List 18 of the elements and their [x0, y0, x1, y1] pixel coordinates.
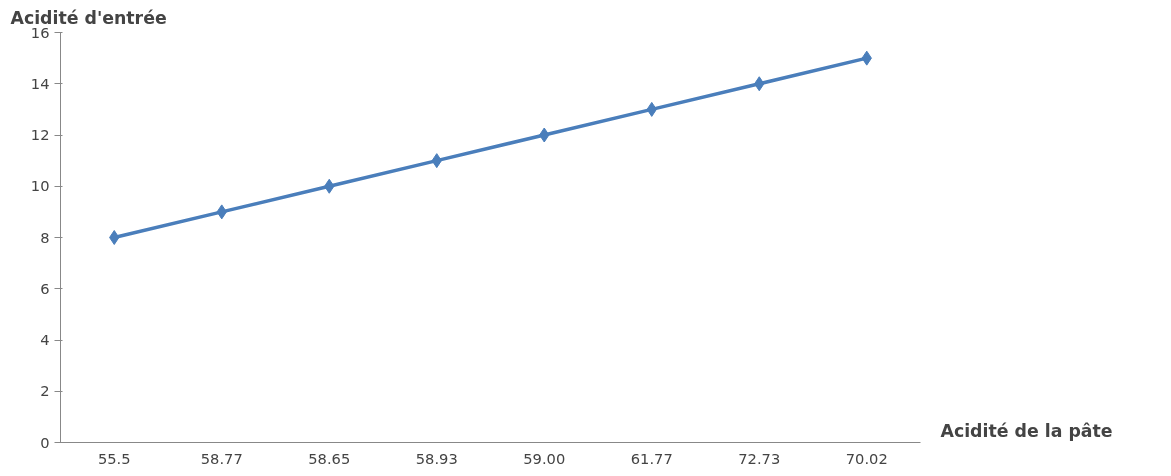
- y-tick-label: 6: [40, 279, 50, 297]
- x-tick-label: 59.00: [523, 449, 566, 467]
- x-tick-label: 61.77: [630, 449, 673, 467]
- x-axis-title: Acidité de la pâte: [940, 420, 1113, 441]
- x-tick-label: 72.73: [738, 449, 781, 467]
- y-tick-label: 10: [30, 177, 50, 195]
- y-tick-label: 8: [40, 228, 50, 246]
- y-tick-label: 2: [40, 382, 50, 400]
- y-tick-label: 14: [30, 74, 50, 92]
- y-tick-label: 12: [30, 126, 50, 143]
- y-tick-label: 4: [40, 331, 50, 348]
- y-tick-label: 0: [40, 433, 50, 451]
- x-tick-label: 58.77: [200, 449, 243, 467]
- x-tick-label: 58.93: [415, 449, 458, 467]
- x-tick-label: 58.65: [308, 449, 351, 467]
- point: [109, 230, 120, 245]
- x-tick-label: 70.02: [845, 449, 888, 467]
- x-tick-label: 55.5: [97, 449, 131, 467]
